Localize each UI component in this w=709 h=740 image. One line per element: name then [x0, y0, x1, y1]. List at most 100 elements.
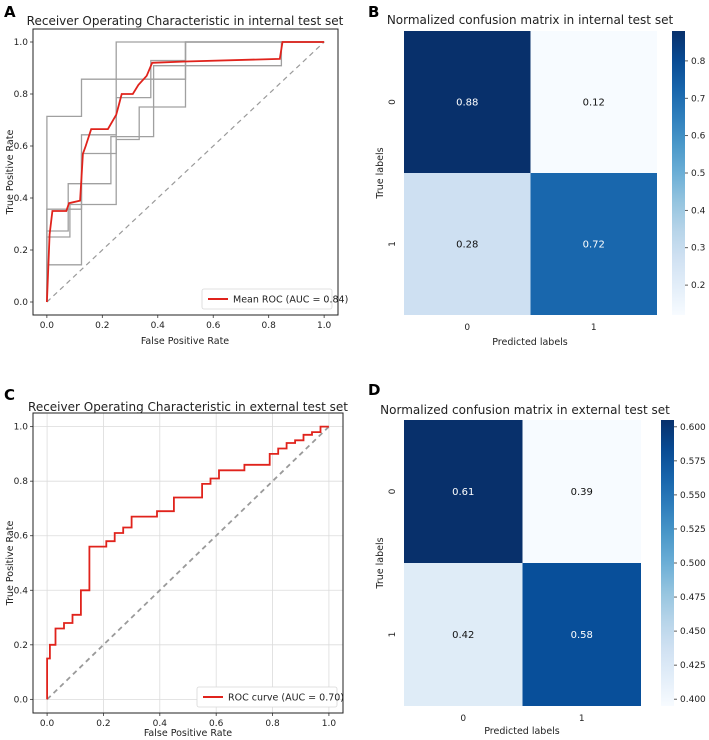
matrix-cell [530, 173, 657, 315]
cell-value: 0.12 [583, 98, 605, 109]
colorbar-tick-label: 0.425 [680, 661, 706, 671]
chart-title: Normalized confusion matrix in external … [380, 403, 670, 417]
colorbar-tick-label: 0.3 [691, 244, 705, 254]
colorbar-tick-label: 0.475 [680, 593, 706, 603]
y-tick-label: 0.0 [14, 298, 29, 308]
x-tick-label: 0.2 [95, 321, 109, 331]
cell-value: 0.58 [571, 630, 593, 641]
x-axis-label: False Positive Rate [144, 728, 232, 739]
x-tick-label: 0.8 [265, 719, 280, 729]
x-axis-label: False Positive Rate [141, 336, 229, 347]
x-tick-label: 0.6 [209, 719, 224, 729]
matrix-cell [404, 563, 523, 706]
y-tick-label: 0.2 [14, 246, 28, 256]
roc-series-mean-roc [46, 41, 325, 303]
x-tick-label: 0.4 [151, 321, 166, 331]
y-tick-label: 1.0 [14, 423, 29, 433]
y-tick-label: 0.2 [14, 641, 28, 651]
x-tick-label: 0.0 [40, 719, 55, 729]
y-axis-label: True Positive Rate [5, 521, 16, 607]
y-tick-label: 0.6 [14, 532, 29, 542]
y-tick-label: 0.6 [14, 142, 29, 152]
y-tick-label: 1 [388, 241, 398, 247]
x-tick-label: 1.0 [317, 321, 332, 331]
x-tick-label: 0.4 [153, 719, 168, 729]
x-tick-label: 0.2 [96, 719, 110, 729]
roc-series-roc-curve [46, 425, 329, 700]
matrix-cell [404, 420, 523, 563]
colorbar-tick-label: 0.450 [680, 627, 706, 637]
x-axis-label: Predicted labels [492, 337, 568, 348]
matrix-cell [404, 173, 531, 315]
matrix-cell [522, 420, 641, 563]
chance-line [46, 425, 330, 701]
legend-box [201, 288, 333, 310]
y-axis-label: True Positive Rate [5, 130, 16, 216]
panel-letter-c: C [4, 386, 15, 404]
y-axis-label: True labels [375, 537, 386, 589]
colorbar-tick-label: 0.2 [691, 281, 705, 291]
colorbar [661, 420, 674, 706]
x-tick-label: 0 [460, 714, 466, 724]
colorbar-tick-label: 0.400 [680, 695, 706, 705]
y-tick-label: 0 [388, 99, 398, 105]
legend-box [196, 686, 338, 708]
confusion-matrix-b: 0.88 0.12 0.28 0.72 0 1 0 1 0.8 0.7 0.6 0.5 0.4 0.3 0.… [375, 13, 706, 348]
x-axis-label: Predicted labels [484, 726, 560, 737]
y-tick-label: 0 [388, 488, 398, 494]
colorbar-tick-label: 0.4 [691, 206, 706, 216]
colorbar [672, 31, 685, 315]
colorbar-tick-label: 0.600 [680, 423, 706, 433]
y-tick-label: 0.4 [14, 194, 29, 204]
y-tick-label: 0.8 [14, 90, 29, 100]
chart-title: Receiver Operating Characteristic in ext… [28, 400, 348, 414]
colorbar-tick-label: 0.7 [691, 94, 705, 104]
cell-value: 0.39 [571, 487, 593, 498]
y-axis-label: True labels [375, 147, 386, 199]
y-tick-label: 1 [388, 632, 398, 638]
legend-label: ROC curve (AUC = 0.70) [228, 693, 344, 704]
x-tick-label: 0 [464, 323, 470, 333]
y-tick-label: 0.8 [14, 477, 29, 487]
colorbar-tick-label: 0.6 [691, 132, 706, 142]
chart-title: Normalized confusion matrix in internal … [387, 13, 674, 27]
matrix-cell [522, 563, 641, 706]
matrix-cell [404, 31, 531, 173]
y-tick-label: 1.0 [14, 38, 29, 48]
matrix-cell [530, 31, 657, 173]
x-tick-label: 1 [591, 323, 597, 333]
colorbar-tick-label: 0.575 [680, 457, 706, 467]
x-tick-label: 0.6 [206, 321, 221, 331]
roc-series-fold-1 [46, 41, 325, 302]
panel-letter-b: B [368, 3, 379, 21]
plot-frame [32, 412, 344, 714]
cell-value: 0.42 [452, 630, 474, 641]
cell-value: 0.61 [452, 487, 474, 498]
colorbar-tick-label: 0.500 [680, 559, 706, 569]
panel-letter-d: D [368, 381, 380, 399]
plot-frame [32, 28, 339, 316]
roc-series-fold-4 [46, 41, 325, 302]
x-tick-label: 1.0 [322, 719, 337, 729]
x-tick-label: 0.0 [40, 321, 55, 331]
cell-value: 0.88 [456, 98, 478, 109]
roc-plot-c: 0.0 0.0 0.2 0.2 0.4 0.4 0.6 0.6 0.8 0.8 1.0 1.0 ROC … [5, 400, 348, 739]
x-tick-label: 0.8 [262, 321, 277, 331]
chart-title: Receiver Operating Characteristic in int… [27, 14, 344, 28]
roc-series-fold-5 [46, 41, 325, 302]
colorbar-tick-label: 0.5 [691, 169, 705, 179]
panel-letter-a: A [4, 3, 16, 21]
cell-value: 0.28 [456, 240, 478, 251]
colorbar-tick-label: 0.8 [691, 57, 706, 67]
confusion-matrix-d: 0.61 0.39 0.42 0.58 0 1 0 1 0.600 0.575 0.550 0.525… [375, 403, 706, 737]
legend-label: Mean ROC (AUC = 0.84) [233, 295, 348, 306]
chance-line [46, 41, 325, 303]
colorbar-tick-label: 0.525 [680, 525, 706, 535]
x-tick-label: 1 [579, 714, 585, 724]
colorbar-tick-label: 0.550 [680, 491, 706, 501]
y-tick-label: 0.0 [14, 695, 29, 705]
y-tick-label: 0.4 [14, 586, 29, 596]
cell-value: 0.72 [583, 240, 605, 251]
roc-plot-a: 0.0 0.0 0.2 0.2 0.4 0.4 0.6 0.6 0.8 0.8 1.0 1.0 Mean… [5, 14, 348, 347]
